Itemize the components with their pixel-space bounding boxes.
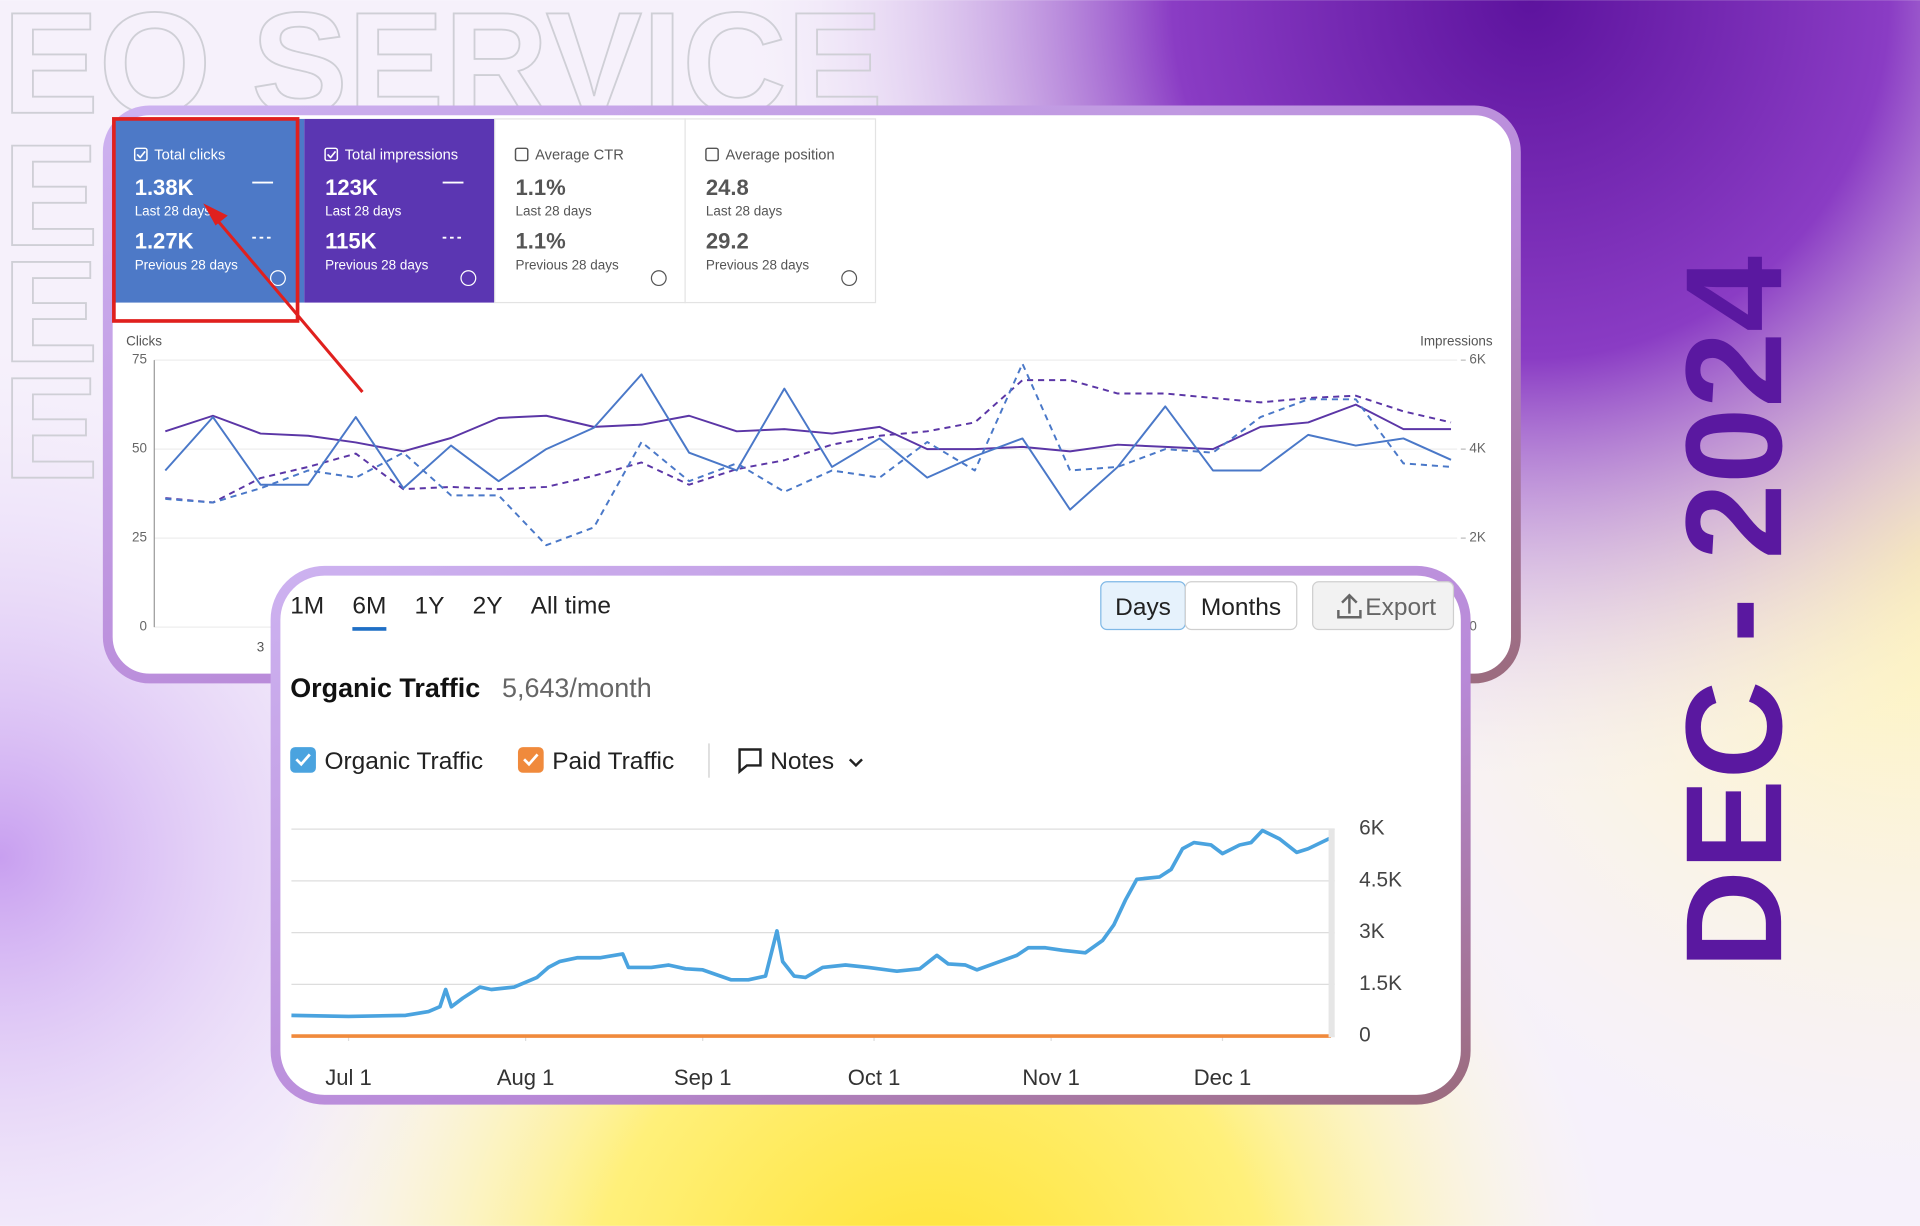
notes-label[interactable]: Notes: [770, 748, 834, 775]
period-tab[interactable]: 1Y: [415, 593, 445, 620]
metric-period: Previous 28 days: [325, 258, 428, 273]
checkbox[interactable]: [324, 147, 339, 162]
x-tick-label: Oct 1: [848, 1065, 901, 1090]
selection-marker: [1328, 829, 1335, 1038]
metric-period: Previous 28 days: [135, 258, 238, 273]
y-tick-label: 6K: [1359, 817, 1385, 840]
arrow: [214, 217, 364, 393]
metric-value: 123K: [325, 175, 378, 200]
notes-icon: [738, 748, 762, 775]
period-tab[interactable]: 1M: [290, 593, 324, 620]
metric-period: Previous 28 days: [706, 258, 809, 273]
metric-period: Last 28 days: [325, 204, 402, 219]
y-tick-label: 3K: [1359, 920, 1385, 943]
metric-card[interactable]: [494, 118, 686, 304]
y-tick-label: 4.5K: [1359, 868, 1402, 891]
help-icon[interactable]: [270, 270, 286, 287]
x-tick-label: Aug 1: [497, 1065, 555, 1090]
x-tick-label: Nov 1: [1022, 1065, 1080, 1090]
y2-tick-label: 6K: [1469, 352, 1485, 367]
metric-period: Last 28 days: [706, 204, 783, 219]
line-series: [165, 403, 1452, 453]
help-icon[interactable]: [460, 270, 477, 287]
metric-previous-value: 29.2: [706, 229, 749, 254]
metric-label: Total impressions: [345, 147, 458, 163]
organic-traffic-chart: 1M 6M 1Y 2Y All time Days Months Export Organic …: [290, 581, 1455, 1090]
chart-title: Organic Traffic: [290, 673, 480, 703]
y-tick-label: 0: [1359, 1024, 1371, 1047]
metric-previous-value: 1.1%: [516, 229, 567, 254]
y-axis-label: Clicks: [126, 333, 162, 348]
date-badge: DEC - 2024: [1658, 256, 1811, 969]
export-icon: [1337, 593, 1362, 619]
metric-previous-value: 115K: [325, 229, 377, 254]
checkmark: [136, 150, 146, 159]
x-tick-label: Jul 1: [325, 1065, 372, 1090]
y-tick-label: 25: [132, 530, 147, 545]
x-tick-label: Sep 1: [674, 1065, 732, 1090]
period-tab[interactable]: 6M: [352, 593, 386, 620]
legend-label[interactable]: Organic Traffic: [324, 748, 483, 775]
performance-chart: 0 25 50 75 0 2K 4K 6K Clicks Impressions 3: [126, 333, 1493, 654]
y-tick-label: 0: [139, 619, 146, 634]
y2-tick-label: 0: [1469, 619, 1476, 634]
metric-card[interactable]: [304, 118, 495, 303]
y2-tick-label: 2K: [1469, 530, 1485, 545]
metric-cards: Total clicks 1.38K Last 28 days 1.27K Previo…: [113, 118, 877, 304]
y-tick-label: 50: [132, 441, 147, 456]
y-tick-label: 1.5K: [1359, 972, 1402, 995]
help-icon[interactable]: [650, 270, 667, 287]
legend-checkbox[interactable]: [290, 747, 316, 773]
metric-period: Previous 28 days: [516, 258, 619, 273]
card: [270, 565, 1471, 1105]
line-series: [165, 379, 1452, 504]
chart-subtitle: 5,643/month: [502, 673, 652, 703]
checkmark: [326, 150, 337, 159]
legend-check: [295, 753, 311, 767]
y-tick-label: 75: [132, 352, 147, 367]
x-tick-label: Dec 1: [1194, 1065, 1252, 1090]
y2-axis-label: Impressions: [1420, 333, 1493, 348]
notes-chevron: [848, 758, 863, 768]
export-label[interactable]: Export: [1365, 594, 1436, 621]
metric-period: Last 28 days: [516, 204, 593, 219]
metric-label: Total clicks: [154, 147, 225, 163]
x-tick-label: 3: [257, 640, 264, 655]
legend-check: [523, 753, 539, 767]
granularity-label[interactable]: Months: [1201, 594, 1281, 621]
line-series: [165, 362, 1452, 547]
metric-previous-value: 1.27K: [135, 229, 194, 254]
period-tab[interactable]: 2Y: [473, 593, 503, 620]
line-series: [164, 373, 1452, 511]
metric-value: 24.8: [706, 175, 749, 200]
arrow-head: [203, 203, 228, 226]
semrush-card: 1M 6M 1Y 2Y All time Days Months Export Organic …: [270, 565, 1471, 1105]
legend-label[interactable]: Paid Traffic: [552, 748, 674, 775]
granularity-label[interactable]: Days: [1115, 594, 1171, 621]
checkbox[interactable]: [514, 147, 529, 162]
metric-card[interactable]: [684, 118, 877, 304]
metric-label: Average CTR: [535, 147, 624, 163]
help-icon[interactable]: [841, 270, 858, 287]
metric-label: Average position: [726, 147, 835, 163]
granularity-button[interactable]: [1184, 581, 1298, 631]
checkbox[interactable]: [705, 147, 719, 162]
legend-checkbox[interactable]: [517, 747, 544, 773]
y2-tick-label: 4K: [1469, 441, 1485, 456]
checkbox[interactable]: [133, 147, 148, 162]
metric-value: 1.1%: [516, 175, 567, 200]
active-tab-underline: [352, 627, 387, 631]
metric-period: Last 28 days: [135, 204, 212, 219]
highlight-box: [112, 117, 300, 323]
period-tab[interactable]: All time: [531, 593, 611, 620]
metric-value: 1.38K: [135, 175, 194, 200]
line-series: [291, 828, 1332, 1019]
search-console-card: Total clicks 1.38K Last 28 days 1.27K Previo…: [102, 105, 1521, 684]
